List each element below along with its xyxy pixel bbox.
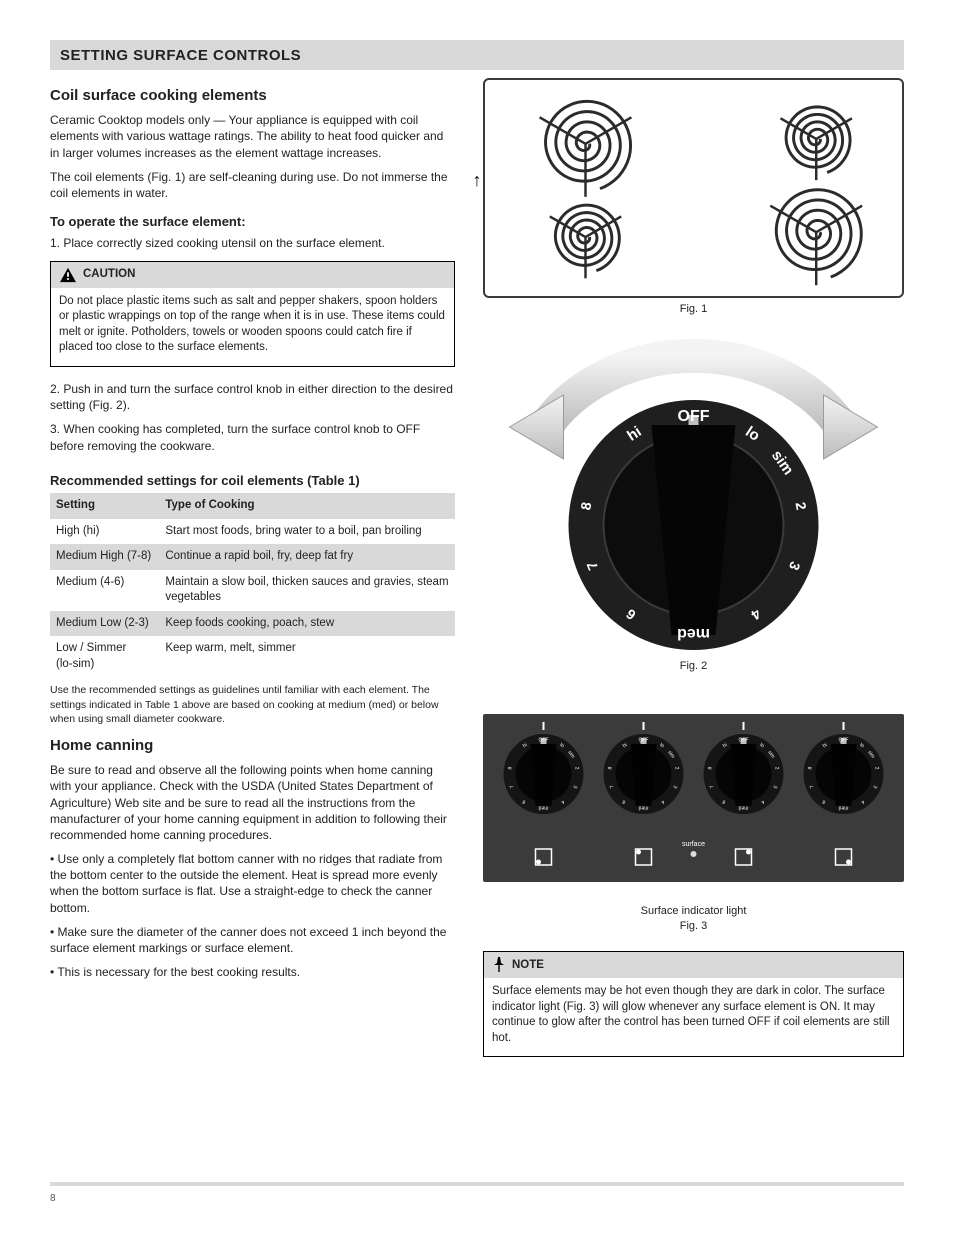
- svg-text:med: med: [538, 804, 548, 810]
- setting-cell: Medium (4‑6): [50, 570, 159, 611]
- operate-heading: To operate the surface element:: [50, 213, 455, 231]
- operate-step-3: 3. When cooking has completed, turn the …: [50, 421, 455, 453]
- usage-cell: Continue a rapid boil, fry, deep fat fry: [159, 544, 455, 570]
- fig3-label-a: Surface indicator light: [483, 904, 904, 919]
- fig3-label-b: Fig. 3: [483, 919, 904, 934]
- svg-text:med: med: [738, 804, 748, 810]
- coil-para-1: Ceramic Cooktop models only — Your appli…: [50, 112, 455, 161]
- settings-col-2: Type of Cooking: [159, 493, 455, 519]
- table-row: Low / Simmer (lo‑sim)Keep warm, melt, si…: [50, 636, 455, 677]
- svg-text:OFF: OFF: [678, 408, 710, 425]
- pushpin-icon: [492, 957, 506, 973]
- table-row: High (hi)Start most foods, bring water t…: [50, 519, 455, 545]
- home-canning-b3: • This is necessary for the best cooking…: [50, 964, 455, 980]
- caution-label: CAUTION: [83, 267, 135, 283]
- svg-text:surface: surface: [682, 841, 705, 848]
- right-column: Fig. 1: [483, 78, 904, 1071]
- svg-text:OFF: OFF: [539, 737, 549, 743]
- note-label: NOTE: [512, 958, 544, 974]
- usage-cell: Maintain a slow boil, thicken sauces and…: [159, 570, 455, 611]
- control-panel-figure: OFFlosim234med678hiOFFlosim234med678hiOF…: [483, 714, 904, 882]
- setting-cell: Low / Simmer (lo‑sim): [50, 636, 159, 677]
- setting-cell: Medium Low (2‑3): [50, 611, 159, 637]
- svg-text:med: med: [838, 804, 848, 810]
- coil-heading: Coil surface cooking elements: [50, 86, 455, 106]
- fig2-caption: Fig. 2: [483, 659, 904, 674]
- home-canning-b2: • Make sure the diameter of the canner d…: [50, 924, 455, 956]
- home-canning-heading: Home canning: [50, 736, 455, 756]
- table-row: Medium (4‑6)Maintain a slow boil, thicke…: [50, 570, 455, 611]
- left-column: Coil surface cooking elements Ceramic Co…: [50, 78, 455, 1071]
- caution-body: Do not place plastic items such as salt …: [51, 288, 454, 366]
- setting-cell: Medium High (7‑8): [50, 544, 159, 570]
- table-row: Medium High (7‑8)Continue a rapid boil, …: [50, 544, 455, 570]
- settings-table: Setting Type of Cooking High (hi)Start m…: [50, 493, 455, 677]
- settings-col-1: Setting: [50, 493, 159, 519]
- usage-cell: Keep warm, melt, simmer: [159, 636, 455, 677]
- recommend-note: Use the recommended settings as guidelin…: [50, 683, 455, 726]
- section-header: SETTING SURFACE CONTROLS: [50, 40, 904, 70]
- note-body: Surface elements may be hot even though …: [484, 978, 903, 1056]
- page-number: 8: [50, 1193, 56, 1204]
- svg-text:OFF: OFF: [639, 737, 649, 743]
- usage-cell: Keep foods cooking, poach, stew: [159, 611, 455, 637]
- coil-para-2: The coil elements (Fig. 1) are self‑clea…: [50, 169, 455, 201]
- fig1-caption: Fig. 1: [483, 302, 904, 317]
- recommend-heading: Recommended settings for coil elements (…: [50, 472, 455, 490]
- home-canning-para: Be sure to read and observe all the foll…: [50, 762, 455, 843]
- cooktop-figure: [483, 78, 904, 298]
- svg-text:med: med: [638, 804, 648, 810]
- warning-triangle-icon: [59, 267, 77, 283]
- operate-step-2: 2. Push in and turn the surface control …: [50, 381, 455, 413]
- usage-cell: Start most foods, bring water to a boil,…: [159, 519, 455, 545]
- arrow-up-icon: ↑: [473, 168, 482, 192]
- note-box: NOTE Surface elements may be hot even th…: [483, 951, 904, 1057]
- svg-text:med: med: [677, 625, 710, 642]
- setting-cell: High (hi): [50, 519, 159, 545]
- section-header-text: SETTING SURFACE CONTROLS: [60, 47, 301, 64]
- operate-step-1: 1. Place correctly sized cooking utensil…: [50, 235, 455, 251]
- svg-text:OFF: OFF: [839, 737, 849, 743]
- knob-figure: OFFlosim234med678hi: [483, 335, 904, 655]
- home-canning-b1: • Use only a completely flat bottom cann…: [50, 851, 455, 916]
- page-footer: 8: [50, 1182, 904, 1206]
- table-row: Medium Low (2‑3)Keep foods cooking, poac…: [50, 611, 455, 637]
- caution-box: CAUTION Do not place plastic items such …: [50, 261, 455, 367]
- svg-text:OFF: OFF: [739, 737, 749, 743]
